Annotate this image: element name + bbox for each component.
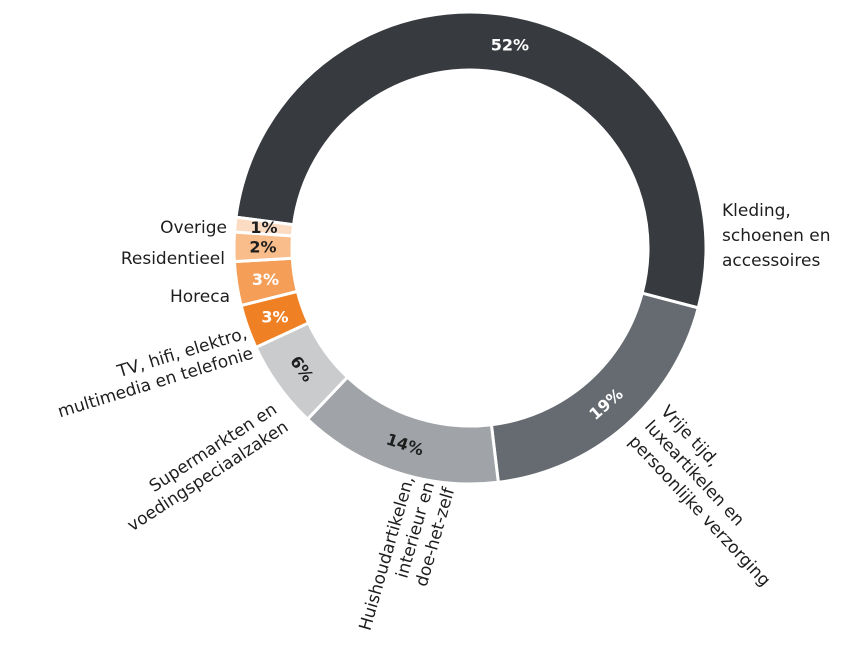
slice-percent-label: 3% [252,270,279,289]
slice-category-label: Huishoudartikelen,interieur endoe-het-ze… [356,473,460,645]
slice-category-label: Residentieel [121,249,225,269]
slice-category-label: Overige [160,218,227,238]
category-label-line: schoenen en [722,226,830,246]
slice-percent-label: 52% [491,35,529,54]
slice-percent-label: 2% [249,237,276,256]
slice-percent-label: 1% [250,218,277,237]
category-label-line: Horeca [170,287,230,307]
donut-slice [232,215,296,238]
donut-slice [305,374,501,486]
slice-category-label: Supermarkten envoedingspeciaalzaken [113,399,293,536]
donut-slice [234,10,708,310]
slice-category-label: Kleding, schoenen en accessoires [722,201,830,271]
category-label-line: voedingspeciaalzaken [124,417,292,536]
slice-category-label: Vrije tijd,luxeartikelen enpersoonlijke … [624,402,806,591]
slices-group [232,10,708,486]
slice-percent-label: 3% [261,308,288,327]
slice-category-label: Horeca [170,287,230,307]
category-label-line: Overige [160,218,227,238]
category-label-line: Kleding, [722,201,791,221]
slice-category-label: TV, hifi, elektro,multimedia en telefoni… [49,324,255,423]
category-label-line: accessoires [722,251,820,271]
category-label-line: Residentieel [121,249,225,269]
